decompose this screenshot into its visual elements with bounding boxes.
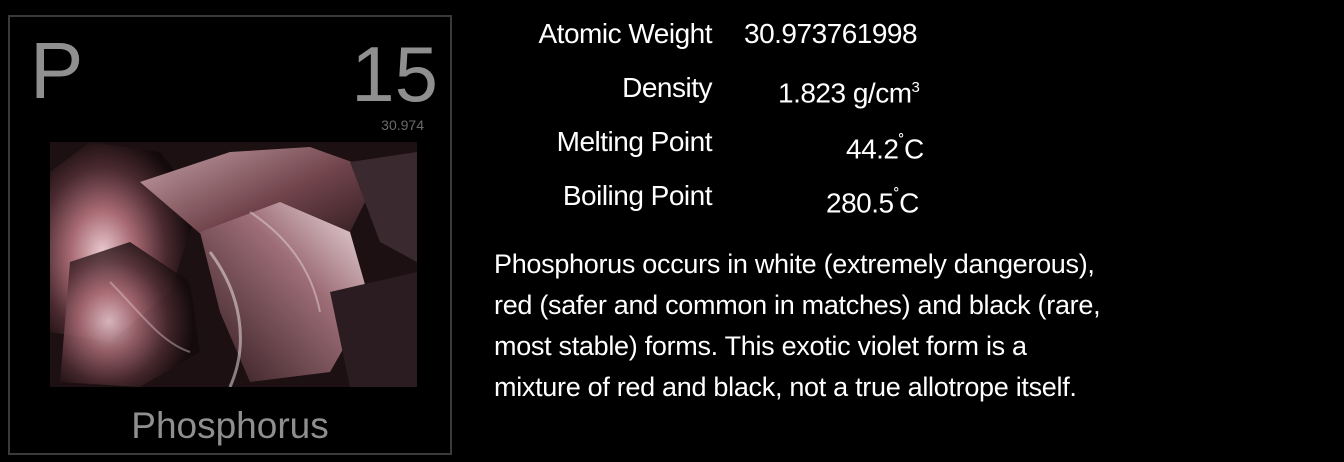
- property-value: 44.2˚C: [846, 132, 924, 165]
- description-line: red (safer and common in matches) and bl…: [494, 290, 1101, 320]
- element-description: Phosphorus occurs in white (extremely da…: [494, 244, 1314, 408]
- element-sample-photo: [50, 142, 417, 387]
- description-line: Phosphorus occurs in white (extremely da…: [494, 249, 1095, 279]
- atomic-weight-short: 30.974: [381, 117, 424, 133]
- element-tile: P 15 30.974: [8, 15, 452, 455]
- atomic-number: 15: [351, 30, 438, 118]
- property-value: 30.973761998: [744, 18, 918, 49]
- property-label: Melting Point: [556, 126, 713, 157]
- description-line: mixture of red and black, not a true all…: [494, 372, 1077, 402]
- property-label: Boiling Point: [562, 180, 713, 211]
- property-value: 280.5˚C: [826, 186, 919, 219]
- property-value: 1.823 g/cm3: [778, 77, 920, 109]
- element-name: Phosphorus: [131, 405, 329, 446]
- property-label: Density: [622, 72, 712, 103]
- property-label: Atomic Weight: [538, 18, 713, 49]
- element-symbol: P: [30, 26, 84, 115]
- description-line: most stable) forms. This exotic violet f…: [494, 331, 1027, 361]
